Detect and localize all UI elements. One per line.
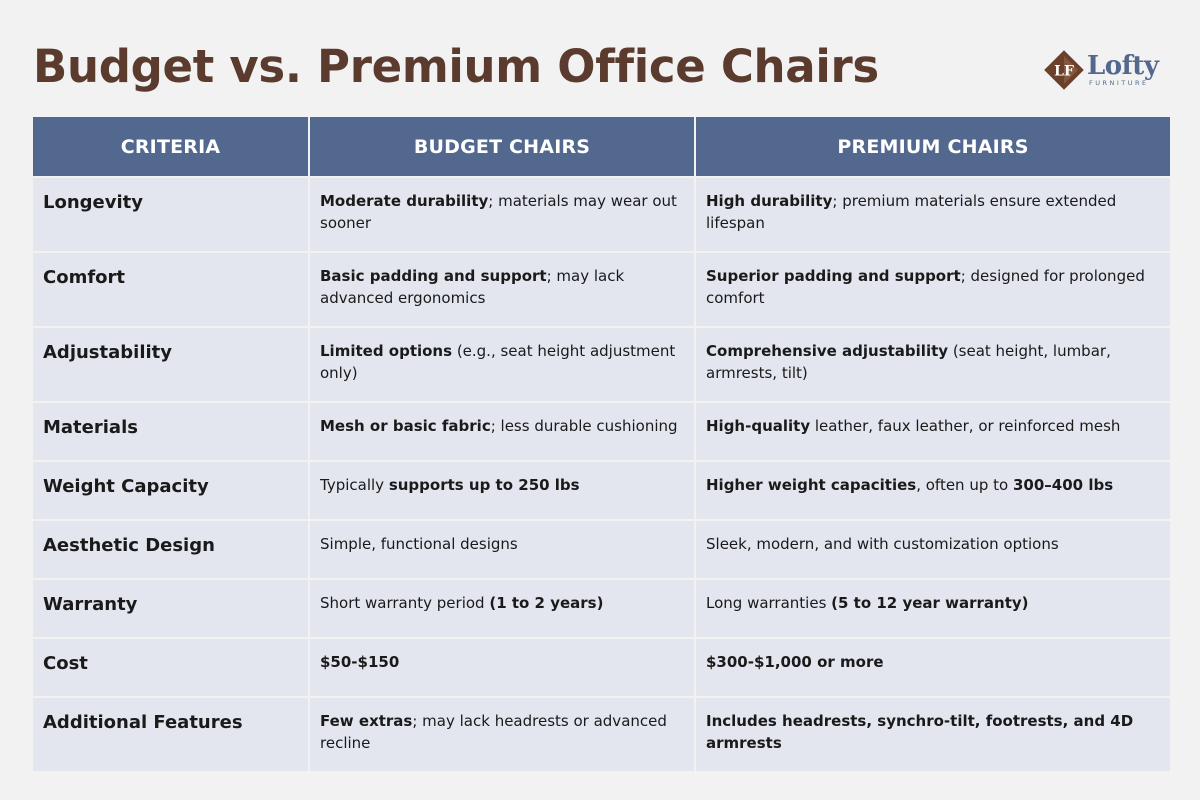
bold-text: Moderate durability — [320, 192, 489, 210]
premium-cell: High durability; premium materials ensur… — [696, 178, 1170, 251]
text: leather, faux leather, or reinforced mes… — [810, 417, 1121, 435]
criteria-cell: Weight Capacity — [33, 462, 308, 519]
criteria-cell: Comfort — [33, 253, 308, 326]
text: ; may lack headrests or advanced recline — [320, 712, 667, 752]
budget-cell: $50-$150 — [310, 639, 694, 696]
criteria-cell: Additional Features — [33, 698, 308, 771]
text: Long warranties — [706, 594, 832, 612]
criteria-cell: Materials — [33, 403, 308, 460]
bold-text: Mesh or basic fabric — [320, 417, 491, 435]
bold-text: Includes headrests, synchro-tilt, footre… — [706, 712, 1134, 752]
bold-text: High-quality — [706, 417, 811, 435]
budget-cell: Typically supports up to 250 lbs — [310, 462, 694, 519]
text: Simple, functional designs — [320, 535, 518, 553]
bold-text: (1 to 2 years) — [489, 594, 604, 612]
bold-text: (5 to 12 year warranty) — [831, 594, 1029, 612]
text: ; less durable cushioning — [490, 417, 678, 435]
premium-cell: Superior padding and support; designed f… — [696, 253, 1170, 326]
premium-cell: Comprehensive adjustability (seat height… — [696, 328, 1170, 401]
header-budget-chairs: BUDGET CHAIRS — [310, 117, 694, 176]
criteria-cell: Warranty — [33, 580, 308, 637]
text: Typically — [320, 476, 389, 494]
text: Short warranty period — [320, 594, 490, 612]
text: ; premium materials ensure extended life… — [706, 192, 1117, 232]
bold-text: supports up to 250 lbs — [388, 476, 580, 494]
bold-text: 300–400 lbs — [1012, 476, 1114, 494]
bold-text: Superior padding and support — [706, 267, 961, 285]
premium-cell: Includes headrests, synchro-tilt, footre… — [696, 698, 1170, 771]
brand-subtitle: FURNITURE — [1089, 79, 1149, 88]
text: ; designed for prolonged comfort — [706, 267, 1145, 307]
bold-text: $300-$1,000 or more — [706, 653, 884, 671]
premium-cell: $300-$1,000 or more — [696, 639, 1170, 696]
text: ; materials may wear out sooner — [320, 192, 677, 232]
budget-cell: Few extras; may lack headrests or advanc… — [310, 698, 694, 771]
premium-cell: Long warranties (5 to 12 year warranty) — [696, 580, 1170, 637]
header-criteria: CRITERIA — [33, 117, 308, 176]
budget-cell: Basic padding and support; may lack adva… — [310, 253, 694, 326]
criteria-cell: Aesthetic Design — [33, 521, 308, 578]
text: ; may lack advanced ergonomics — [320, 267, 625, 307]
page-title: Budget vs. Premium Office Chairs — [33, 40, 879, 93]
premium-cell: Higher weight capacities, often up to 30… — [696, 462, 1170, 519]
comparison-table: CRITERIA BUDGET CHAIRS PREMIUM CHAIRS Lo… — [33, 117, 1170, 771]
budget-cell: Moderate durability; materials may wear … — [310, 178, 694, 251]
lofty-diamond-logo-icon: LF — [1044, 50, 1084, 90]
header-premium-chairs: PREMIUM CHAIRS — [696, 117, 1170, 176]
brand-logo: LF Lofty FURNITURE — [1044, 48, 1169, 92]
bold-text: Comprehensive adjustability — [706, 342, 949, 360]
logo-monogram: LF — [1054, 64, 1074, 80]
criteria-cell: Cost — [33, 639, 308, 696]
criteria-cell: Adjustability — [33, 328, 308, 401]
bold-text: Limited options — [320, 342, 453, 360]
budget-cell: Mesh or basic fabric; less durable cushi… — [310, 403, 694, 460]
brand-name: Lofty — [1087, 51, 1159, 82]
premium-cell: High-quality leather, faux leather, or r… — [696, 403, 1170, 460]
text: , often up to — [916, 476, 1013, 494]
budget-cell: Short warranty period (1 to 2 years) — [310, 580, 694, 637]
bold-text: High durability — [706, 192, 833, 210]
text: (e.g., seat height adjustment only) — [320, 342, 676, 382]
budget-cell: Limited options (e.g., seat height adjus… — [310, 328, 694, 401]
bold-text: Few extras — [320, 712, 413, 730]
criteria-cell: Longevity — [33, 178, 308, 251]
bold-text: $50-$150 — [320, 653, 400, 671]
text: (seat height, lumbar, armrests, tilt) — [706, 342, 1111, 382]
bold-text: Basic padding and support — [320, 267, 547, 285]
text: Sleek, modern, and with customization op… — [706, 535, 1059, 553]
bold-text: Higher weight capacities — [706, 476, 917, 494]
premium-cell: Sleek, modern, and with customization op… — [696, 521, 1170, 578]
budget-cell: Simple, functional designs — [310, 521, 694, 578]
